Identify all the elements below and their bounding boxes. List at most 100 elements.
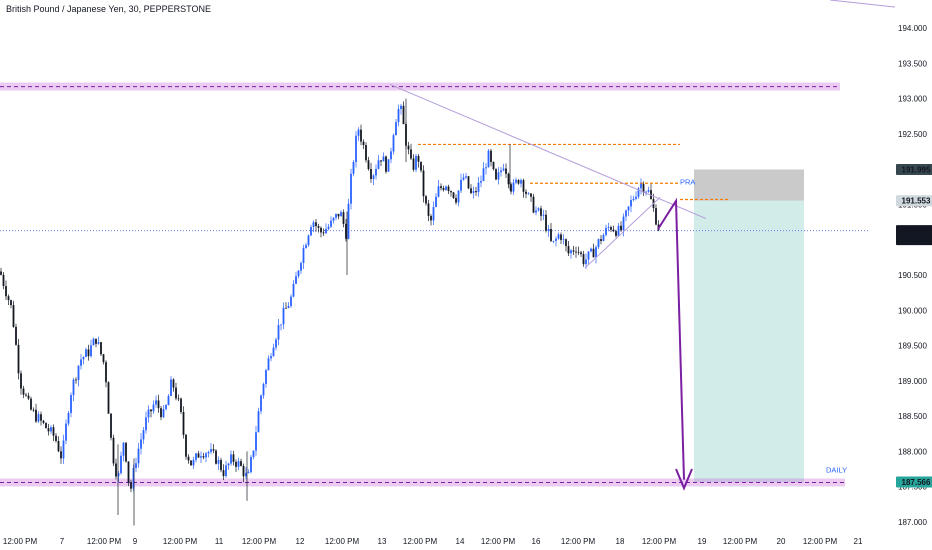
candle [257,407,260,433]
candle [385,155,387,174]
candle [155,395,157,408]
y-tick-label: 193.500 [898,59,927,68]
descending-trendline[interactable] [389,83,707,220]
candle [610,225,612,233]
candle [440,183,442,191]
candle [140,433,142,455]
candle [632,195,635,202]
candle [37,411,40,423]
candle [55,432,57,443]
candle [397,104,400,127]
candle [152,400,155,414]
candle [222,464,225,480]
candle [202,452,205,460]
candle [72,377,75,402]
candle [97,336,100,345]
x-axis[interactable]: 12:00 PM 7 12:00 PM 9 12:00 PM 11 12:00 PM 12 12… [3,537,863,546]
candle [117,470,120,483]
candle [30,396,32,411]
stop-loss-box[interactable] [694,169,804,201]
ascending-trendline[interactable] [584,197,661,269]
offscreen-trendline[interactable] [829,0,896,8]
x-tick-label: 18 [616,537,625,546]
candle [287,302,290,309]
candle [357,127,360,141]
candle [277,318,280,346]
candle [615,229,617,238]
candle [2,272,5,290]
candle [600,235,602,245]
candle [520,178,522,188]
candle [477,176,480,197]
candle [497,167,500,185]
take-profit-box[interactable] [694,200,804,483]
candle [410,143,412,160]
price-tag[interactable]: 187.566 [896,476,932,488]
candle [250,454,252,474]
candle [112,434,115,467]
projection-arrow[interactable] [657,197,685,480]
price-tag[interactable]: 191.995 [896,163,932,175]
candle [490,148,492,167]
candle [5,280,7,300]
candle [182,406,185,439]
candle [580,250,582,257]
candle [432,201,435,226]
candle [367,156,370,171]
candle [557,232,560,240]
candle [487,148,490,168]
candle [170,376,172,397]
y-tick-label: 193.000 [898,95,927,104]
candle [560,232,562,244]
candle [260,394,262,415]
candle [585,253,587,269]
candle [595,245,597,264]
candle [122,442,125,462]
y-axis[interactable]: 194.000193.500193.000192.500192.000191.5… [898,24,927,527]
y-tick-label: 192.500 [898,130,927,139]
candle [22,385,25,399]
price-tag-value: 187.566 [902,478,931,487]
candle [207,450,210,458]
candle [187,454,190,464]
candle [360,124,362,146]
candle [347,198,350,240]
candle [62,434,65,464]
candle [380,160,382,167]
candle [52,424,55,442]
candle [177,394,180,402]
candle [507,172,510,189]
price-tag[interactable]: 191.553 [896,195,932,207]
candle [230,450,232,466]
candle [327,224,330,231]
candle [570,249,572,259]
candle [455,194,457,205]
y-tick-label: 188.000 [898,447,927,456]
candle [502,163,505,172]
x-tick-label: 11 [215,537,224,546]
candle [472,186,475,199]
candle [302,244,305,269]
x-tick-label: 9 [133,537,138,546]
candle [107,381,110,414]
candle [292,280,295,298]
candle [537,207,540,212]
candles-layer [0,98,660,526]
candle [602,233,605,242]
candle [605,224,607,237]
candle [17,338,20,380]
candle [82,356,85,365]
candle [192,456,195,469]
candle [45,422,47,429]
candle [395,118,397,136]
candle [425,194,427,206]
candle [245,467,247,480]
candle [355,131,357,168]
candle [457,190,460,207]
candle [465,172,467,180]
candle [310,224,312,237]
candle [227,462,230,470]
